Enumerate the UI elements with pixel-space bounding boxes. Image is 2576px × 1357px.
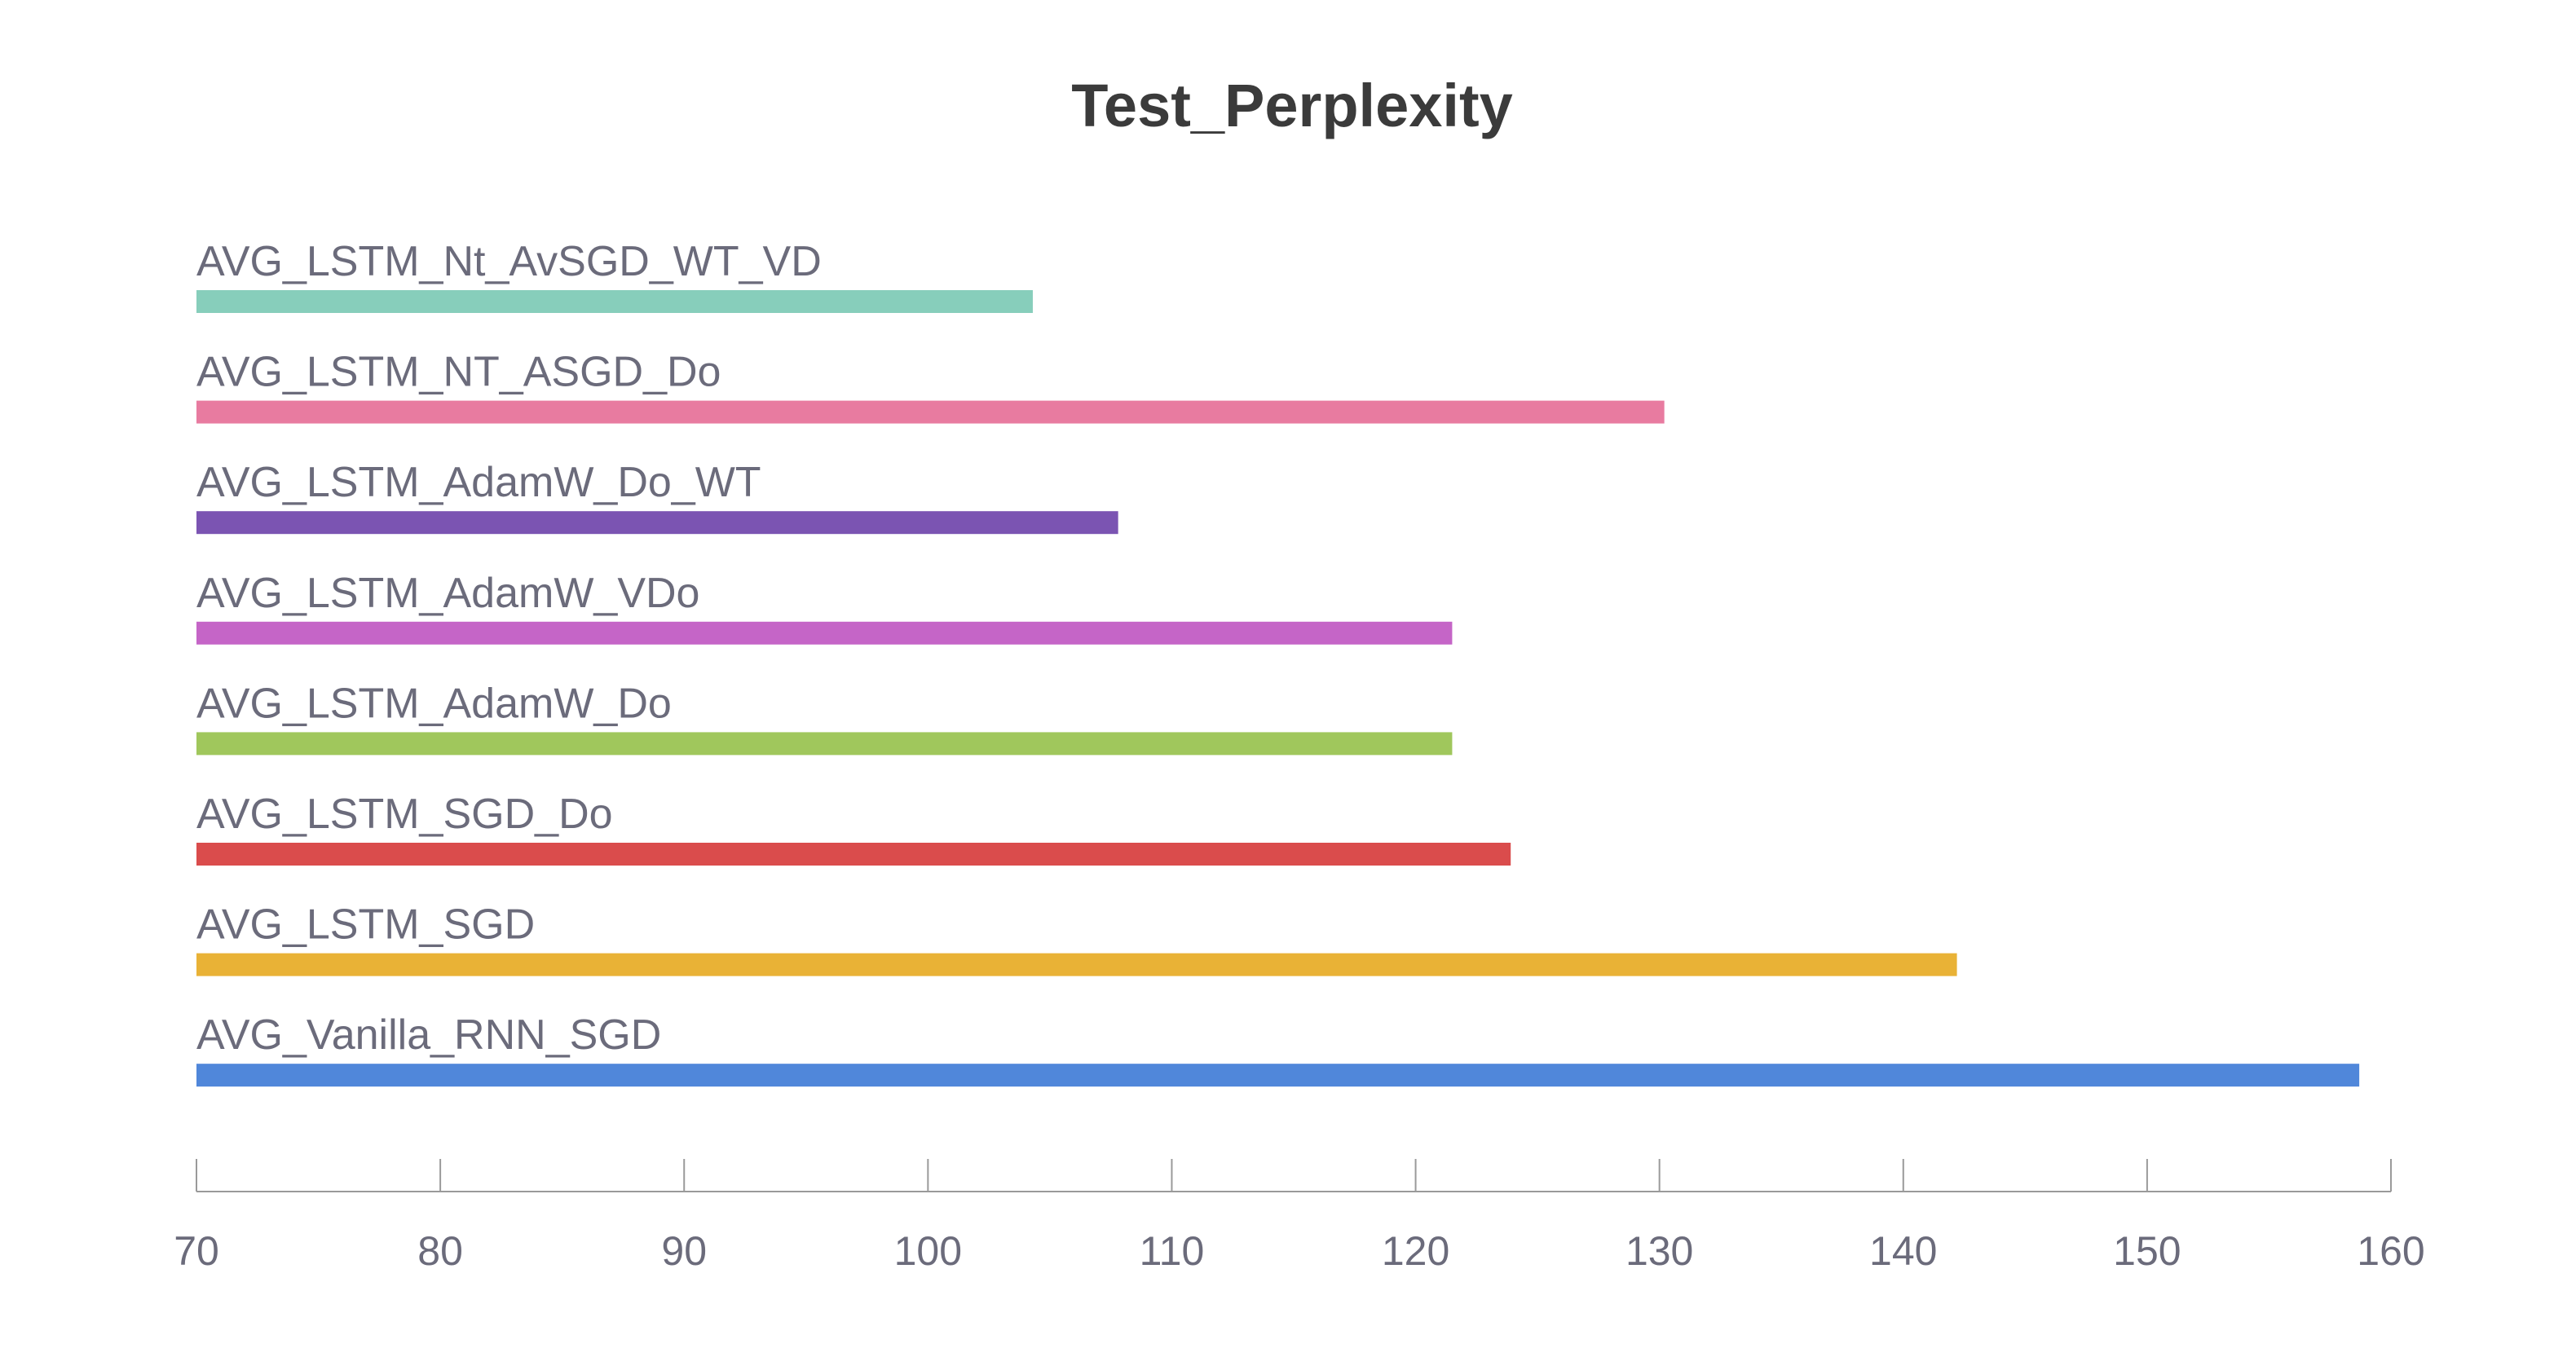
bar-label: AVG_LSTM_Nt_AvSGD_WT_VD — [196, 238, 822, 285]
bar — [196, 621, 1453, 645]
x-tick-label: 140 — [1869, 1228, 1937, 1274]
x-tick-label: 70 — [174, 1228, 219, 1274]
bar — [196, 511, 1118, 535]
bar-label: AVG_LSTM_AdamW_Do — [196, 680, 672, 727]
bar — [196, 400, 1665, 424]
x-tick-label: 160 — [2357, 1228, 2424, 1274]
bar-label: AVG_LSTM_AdamW_Do_WT — [196, 459, 761, 506]
bar — [196, 290, 1033, 313]
bar — [196, 732, 1453, 756]
bar-label: AVG_LSTM_SGD_Do — [196, 791, 613, 838]
x-tick-label: 110 — [1140, 1228, 1205, 1274]
bars-layer: AVG_LSTM_Nt_AvSGD_WT_VD AVG_LSTM_NT_ASGD_… — [196, 238, 2360, 1087]
bar-label: AVG_LSTM_AdamW_VDo — [196, 570, 699, 617]
x-tick-label: 80 — [417, 1228, 463, 1274]
x-axis: 70 80 90 100 110 120 130 140 150 160 — [174, 1159, 2425, 1274]
x-tick-label: 90 — [661, 1228, 707, 1274]
bar-label: AVG_LSTM_SGD — [196, 901, 535, 949]
bar — [196, 953, 1957, 976]
bar — [196, 1064, 2360, 1087]
bar-label: AVG_Vanilla_RNN_SGD — [196, 1011, 661, 1059]
x-tick-label: 120 — [1382, 1228, 1449, 1274]
x-tick-label: 150 — [2113, 1228, 2181, 1274]
x-tick-label: 100 — [894, 1228, 962, 1274]
bar-label: AVG_LSTM_NT_ASGD_Do — [196, 349, 721, 396]
bar — [196, 843, 1511, 866]
chart-title: Test_Perplexity — [1071, 72, 1513, 139]
x-tick-label: 130 — [1625, 1228, 1693, 1274]
